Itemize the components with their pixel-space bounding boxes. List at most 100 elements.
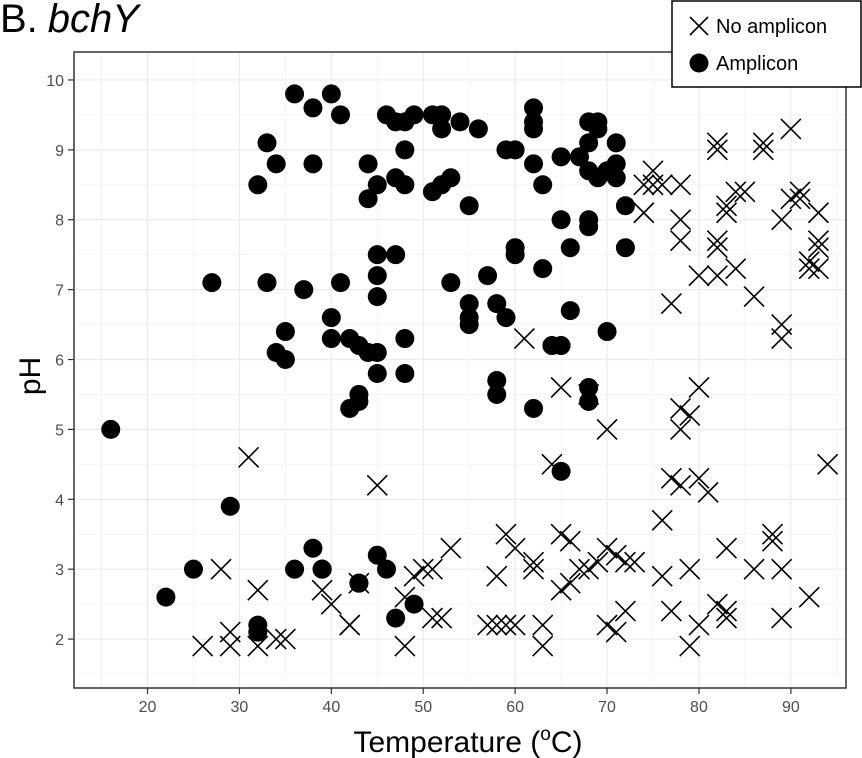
legend-label-amplicon: Amplicon: [716, 53, 798, 75]
no-amplicon-point: [605, 621, 627, 643]
legend-circle-marker-icon: [689, 53, 709, 73]
no-amplicon-point: [486, 614, 508, 636]
no-amplicon-point: [596, 418, 618, 440]
amplicon-point: [441, 168, 461, 188]
amplicon-point: [275, 350, 295, 370]
amplicon-point: [524, 154, 544, 174]
no-amplicon-point: [706, 139, 728, 161]
no-amplicon-point: [495, 614, 517, 636]
x-axis-title: Temperature (oC): [354, 724, 583, 758]
amplicon-point: [533, 175, 553, 195]
amplicon-point: [331, 105, 351, 125]
no-amplicon-point: [660, 293, 682, 315]
no-amplicon-point: [679, 558, 701, 580]
no-amplicon-point: [789, 188, 811, 210]
no-amplicon-point: [614, 600, 636, 622]
no-amplicon-point: [807, 230, 829, 252]
legend-entry-amplicon: Amplicon: [689, 53, 798, 75]
no-amplicon-point: [688, 467, 710, 489]
no-amplicon-point: [789, 181, 811, 203]
amplicon-point: [441, 273, 461, 293]
no-amplicon-point: [403, 565, 425, 587]
amplicon-point: [220, 496, 240, 516]
no-amplicon-point: [504, 614, 526, 636]
amplicon-point: [487, 294, 507, 314]
amplicon-point: [606, 168, 626, 188]
amplicon-point: [376, 559, 396, 579]
amplicon-point: [579, 391, 599, 411]
amplicon-point: [321, 329, 341, 349]
x-axis-title-text: Temperature (: [354, 726, 541, 758]
no-amplicon-point: [550, 579, 572, 601]
amplicon-point: [579, 377, 599, 397]
no-amplicon-point: [715, 607, 738, 629]
y-axis-title: pH: [14, 357, 47, 395]
amplicon-point: [560, 238, 580, 258]
amplicon-point: [367, 343, 387, 363]
amplicon-point: [606, 133, 626, 153]
amplicon-point: [395, 140, 415, 160]
amplicon-point: [358, 189, 378, 209]
amplicon-point: [597, 322, 617, 342]
no-amplicon-point: [568, 558, 591, 580]
amplicon-point: [505, 140, 525, 160]
amplicon-point: [432, 119, 452, 139]
no-amplicon-point: [771, 558, 793, 580]
amplicon-point: [459, 315, 479, 335]
amplicon-point: [156, 587, 176, 607]
no-amplicon-point: [715, 537, 738, 559]
amplicon-point: [468, 119, 488, 139]
amplicon-point: [487, 370, 507, 390]
no-amplicon-point: [651, 565, 673, 587]
no-amplicon-point: [366, 474, 388, 496]
no-amplicon-point: [614, 551, 636, 573]
no-amplicon-point: [532, 635, 554, 657]
amplicon-point: [560, 301, 580, 321]
amplicon-point: [367, 266, 387, 286]
no-amplicon-point: [624, 551, 646, 573]
amplicon-point: [569, 147, 589, 167]
amplicon-point: [579, 133, 599, 153]
no-amplicon-point: [807, 202, 829, 224]
no-amplicon-point: [771, 607, 793, 629]
no-amplicon-point: [633, 202, 655, 224]
amplicon-point: [450, 112, 470, 132]
amplicon-point: [349, 573, 369, 593]
no-amplicon-point: [670, 174, 692, 196]
no-amplicon-point: [670, 397, 692, 420]
amplicon-point: [321, 84, 341, 104]
no-amplicon-point: [320, 593, 342, 615]
legend: No amplicon Amplicon: [671, 0, 862, 88]
no-amplicon-point: [265, 628, 287, 650]
no-amplicon-point: [670, 474, 692, 496]
no-amplicon-point: [817, 453, 839, 475]
panel-border: [73, 51, 847, 689]
no-amplicon-point: [311, 579, 333, 601]
y-tick-label: 3: [55, 562, 64, 579]
no-amplicon-point: [706, 132, 728, 154]
legend-box: [671, 0, 862, 88]
no-amplicon-points: [192, 118, 839, 657]
no-amplicon-point: [412, 558, 434, 580]
no-amplicon-point: [421, 558, 443, 580]
amplicon-point: [367, 287, 387, 307]
amplicon-point: [551, 336, 571, 356]
no-amplicon-point: [477, 614, 499, 636]
no-amplicon-point: [522, 558, 545, 580]
no-amplicon-point: [679, 404, 701, 426]
no-amplicon-point: [688, 614, 710, 636]
amplicon-point: [202, 273, 222, 293]
no-amplicon-point: [798, 586, 820, 608]
amplicon-point: [505, 245, 525, 265]
legend-label-no-amplicon: No amplicon: [716, 16, 827, 38]
amplicon-point: [478, 266, 498, 286]
no-amplicon-point: [431, 607, 453, 629]
amplicon-points: [101, 84, 635, 642]
no-amplicon-point: [670, 418, 692, 440]
amplicon-point: [588, 119, 608, 139]
amplicon-point: [404, 594, 424, 614]
no-amplicon-point: [771, 209, 793, 231]
amplicon-point: [303, 98, 323, 118]
no-amplicon-point: [587, 551, 609, 573]
